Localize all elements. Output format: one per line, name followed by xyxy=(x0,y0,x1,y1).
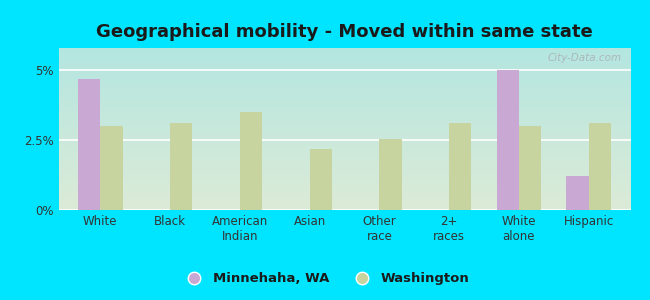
Text: City-Data.com: City-Data.com xyxy=(548,53,622,63)
Legend: Minnehaha, WA, Washington: Minnehaha, WA, Washington xyxy=(176,267,474,290)
Bar xyxy=(170,123,192,210)
Bar xyxy=(449,123,471,210)
Bar xyxy=(566,176,589,210)
Title: Geographical mobility - Moved within same state: Geographical mobility - Moved within sam… xyxy=(96,23,593,41)
Bar xyxy=(380,139,402,210)
Bar xyxy=(497,70,519,210)
Bar xyxy=(100,126,123,210)
Bar xyxy=(589,123,611,210)
Bar xyxy=(519,126,541,210)
Bar xyxy=(309,148,332,210)
Bar xyxy=(240,112,262,210)
Bar xyxy=(78,79,100,210)
